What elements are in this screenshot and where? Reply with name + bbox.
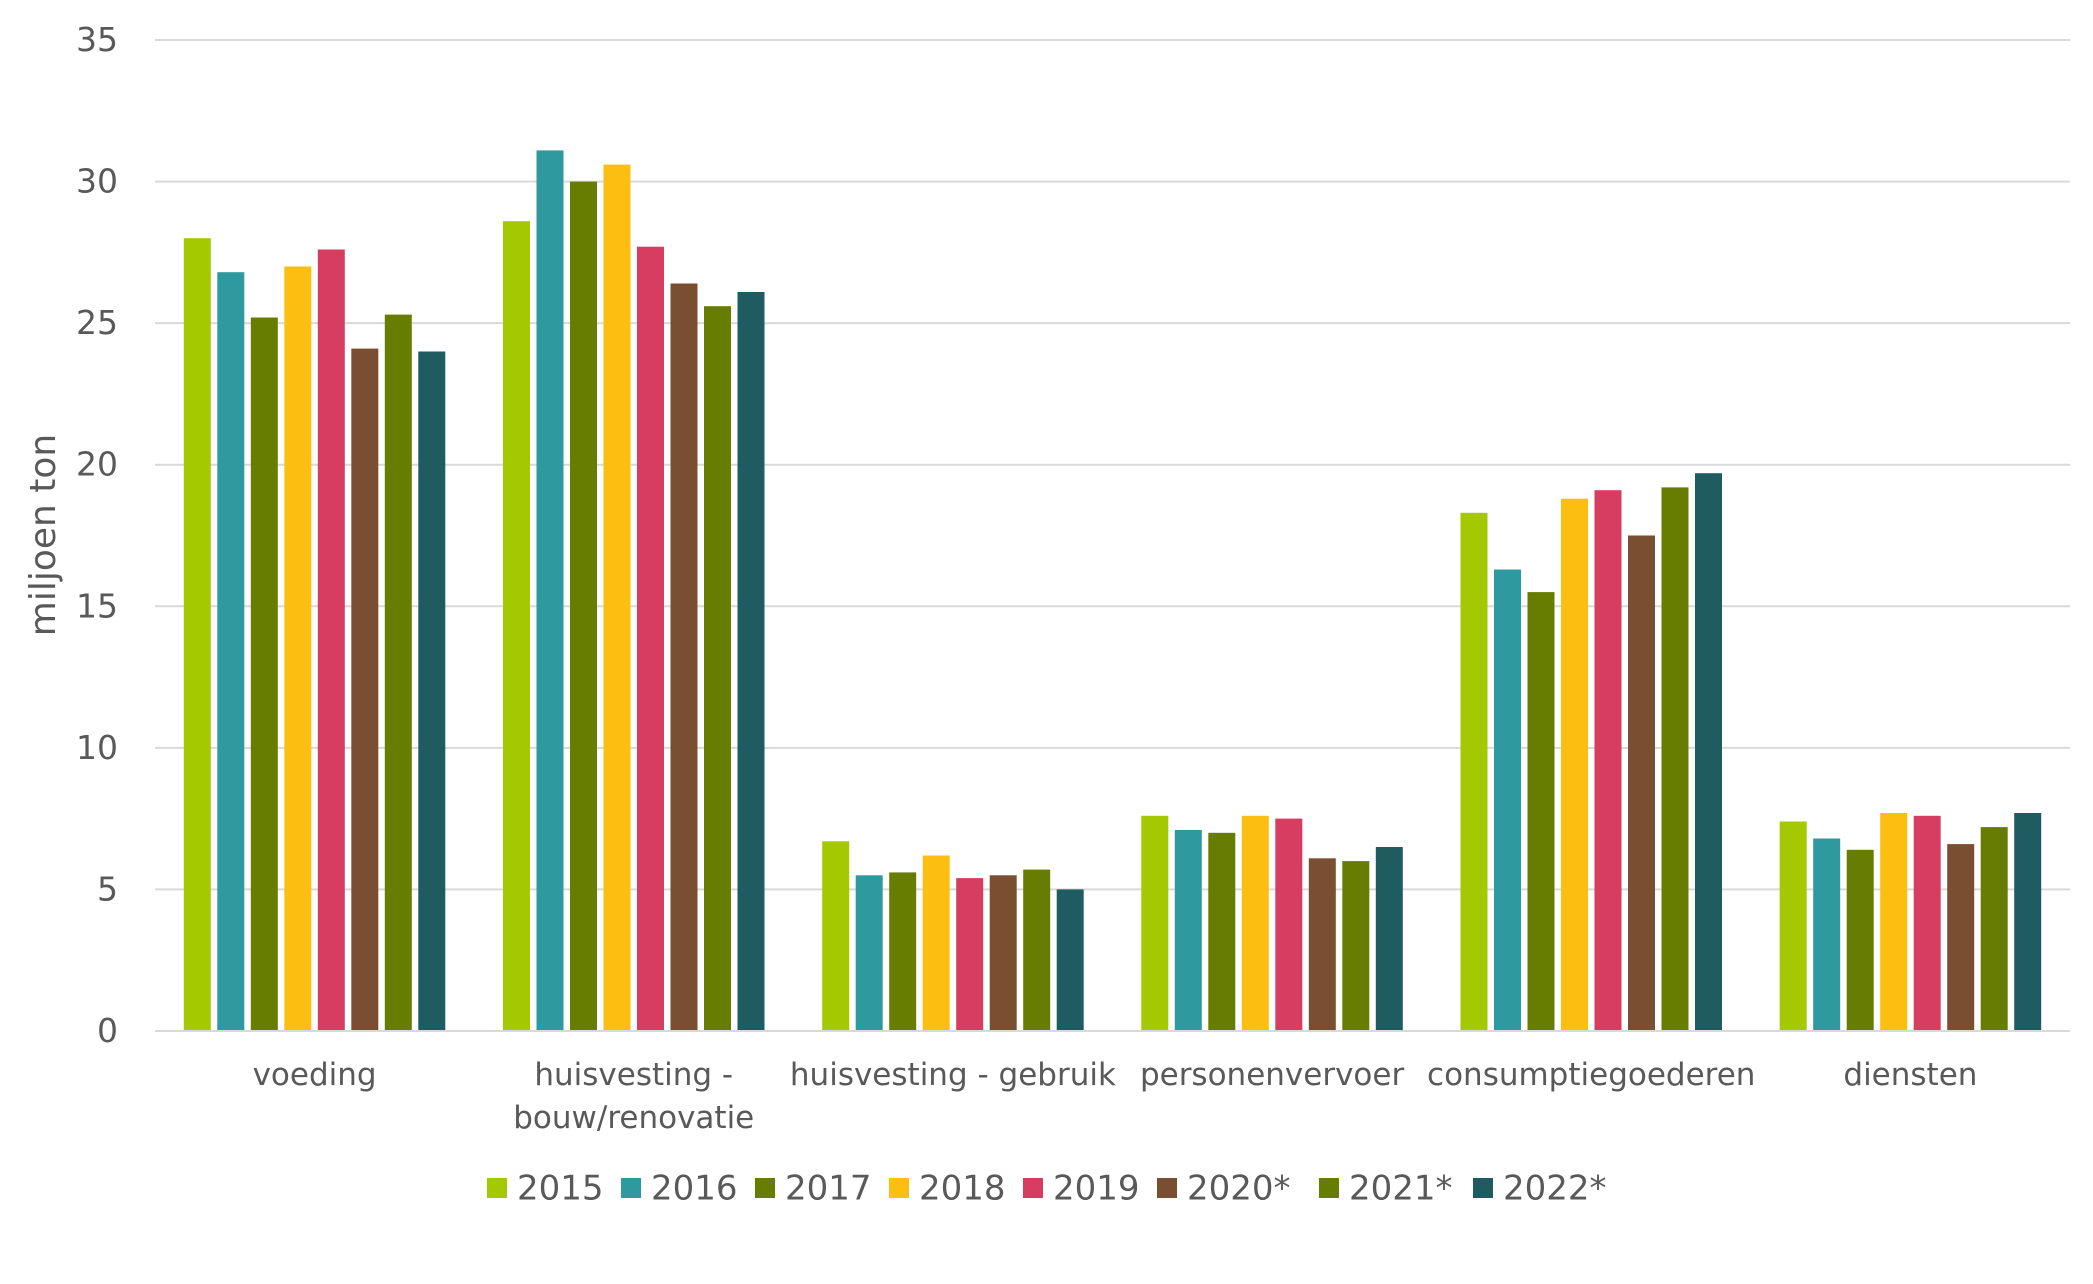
legend-swatch <box>621 1178 641 1198</box>
bar-2021-1 <box>384 314 412 1032</box>
bar-2021-4 <box>1342 861 1370 1031</box>
bars <box>183 150 2042 1032</box>
x-axis-ticks: voeding huisvesting -bouw/renovatie huisve… <box>253 1057 1978 1136</box>
legend-label: 2020* <box>1187 1169 1291 1209</box>
legend-swatch <box>487 1178 507 1198</box>
bar-2018-2 <box>603 164 631 1032</box>
gridlines <box>155 39 2070 891</box>
bar-2018-1 <box>284 266 312 1031</box>
bar-2019-4 <box>1275 818 1303 1031</box>
y-tick-label: 15 <box>76 586 118 625</box>
bar-2020-4 <box>1308 858 1336 1031</box>
y-axis-ticks: 0 5 10 15 20 25 30 35 <box>76 20 118 1050</box>
y-tick-label: 35 <box>76 20 118 59</box>
legend-swatch <box>755 1178 775 1198</box>
bar-2018-6 <box>1880 813 1908 1031</box>
legend-swatch <box>1319 1178 1339 1198</box>
bar-2021-6 <box>1980 827 2008 1031</box>
bar-2020-5 <box>1628 535 1655 1031</box>
y-tick-label: 20 <box>76 445 118 484</box>
bar-2020-1 <box>351 348 379 1032</box>
y-axis-label: miljoen ton <box>23 434 64 636</box>
bar-2019-6 <box>1913 815 1941 1031</box>
bar-2016-3 <box>855 875 883 1031</box>
x-tick-label: huisvesting - gebruik <box>790 1057 1116 1093</box>
y-tick-label: 5 <box>97 869 118 908</box>
bar-2017-4 <box>1208 832 1236 1031</box>
legend-swatch <box>889 1178 909 1198</box>
bar-2015-6 <box>1779 821 1807 1031</box>
bar-2017-5 <box>1527 592 1555 1031</box>
bar-2019-5 <box>1594 490 1622 1031</box>
legend-label: 2021* <box>1349 1169 1453 1209</box>
bar-2020-3 <box>989 875 1017 1031</box>
bar-2022-2 <box>737 292 765 1031</box>
y-tick-label: 30 <box>76 162 118 201</box>
legend-label: 2016 <box>651 1169 738 1209</box>
legend: 2015 2016 2017 2018 2019 2020* 2021* 2022* <box>487 1169 1607 1209</box>
legend-label: 2015 <box>517 1169 604 1209</box>
bar-2017-3 <box>889 872 917 1031</box>
bar-2015-3 <box>822 841 850 1031</box>
y-tick-label: 0 <box>97 1011 118 1050</box>
bar-2017-6 <box>1846 849 1874 1031</box>
bar-2020-6 <box>1947 844 1975 1031</box>
bar-2022-3 <box>1056 889 1084 1031</box>
legend-label: 2018 <box>919 1169 1006 1209</box>
bar-2021-2 <box>704 306 731 1031</box>
bar-2022-6 <box>2014 813 2042 1031</box>
bar-2022-1 <box>418 351 446 1031</box>
bar-2016-5 <box>1494 569 1521 1031</box>
legend-label: 2017 <box>785 1169 872 1209</box>
x-tick-label: personenvervoer <box>1140 1057 1405 1093</box>
bar-2017-1 <box>250 317 278 1031</box>
y-tick-label: 25 <box>76 303 118 342</box>
bar-2016-1 <box>217 272 245 1031</box>
bar-2021-5 <box>1661 487 1689 1031</box>
legend-label: 2019 <box>1053 1169 1140 1209</box>
bar-2017-2 <box>570 181 597 1032</box>
bar-2019-1 <box>317 249 345 1031</box>
bar-2015-1 <box>183 238 211 1031</box>
x-tick-label: consumptiegoederen <box>1427 1057 1755 1093</box>
bar-2018-3 <box>922 855 950 1031</box>
y-tick-label: 10 <box>76 728 118 767</box>
bar-2016-4 <box>1174 830 1202 1031</box>
bar-2015-2 <box>503 221 530 1031</box>
bar-2019-3 <box>956 878 984 1031</box>
x-tick-label: huisvesting -bouw/renovatie <box>513 1057 754 1136</box>
bar-2021-3 <box>1023 869 1051 1031</box>
x-tick-label: diensten <box>1843 1057 1977 1093</box>
bar-2015-4 <box>1141 815 1169 1031</box>
bar-2015-5 <box>1460 512 1488 1031</box>
bar-2016-2 <box>536 150 564 1031</box>
legend-swatch <box>1023 1178 1043 1198</box>
bar-2018-5 <box>1561 498 1588 1031</box>
legend-swatch <box>1473 1178 1493 1198</box>
bar-2019-2 <box>637 246 664 1031</box>
bar-2022-5 <box>1695 473 1722 1031</box>
bar-2018-4 <box>1241 815 1269 1031</box>
bar-2022-4 <box>1375 847 1403 1031</box>
legend-swatch <box>1157 1178 1177 1198</box>
x-tick-label: voeding <box>253 1057 377 1093</box>
legend-label: 2022* <box>1503 1169 1607 1209</box>
bar-2016-6 <box>1813 838 1841 1031</box>
bar-2020-2 <box>670 283 698 1031</box>
